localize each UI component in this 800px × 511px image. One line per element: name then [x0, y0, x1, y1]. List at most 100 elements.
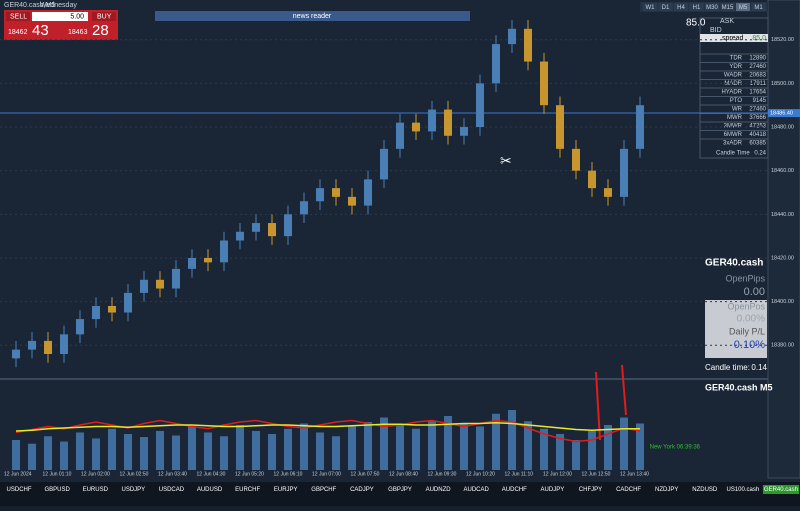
symbol-tab[interactable]: [686, 485, 723, 494]
symbol-tab[interactable]: [458, 485, 495, 494]
candle-body: [556, 105, 564, 149]
symbol-tab[interactable]: [343, 485, 380, 494]
symbol-tab-label: GBPUSD: [44, 487, 70, 493]
symbol-tab-label: GBPCHF: [311, 487, 336, 493]
buy-button[interactable]: [92, 12, 116, 21]
symbol-tab-label: AUDCAD: [464, 487, 490, 493]
timeframe-label: H1: [693, 5, 701, 11]
timeframe-label: H4: [677, 5, 685, 11]
buy-label: BUY: [97, 13, 112, 20]
ask-small: 28: [92, 22, 109, 39]
red-arrow: [595, 371, 601, 441]
stat-value: 17911: [750, 81, 767, 87]
timeframe-button[interactable]: [674, 3, 688, 11]
time-label: 12 Jun 03:40: [158, 471, 187, 477]
candle-body: [140, 279, 148, 293]
timeframe-button[interactable]: [736, 3, 750, 11]
time-label: 12 Jun 10:20: [466, 471, 495, 477]
indicator-bar: [428, 420, 436, 470]
stat-label: MADR: [724, 81, 742, 87]
symbol-tab[interactable]: [153, 485, 190, 494]
candle-body: [476, 83, 484, 128]
symbol-tab[interactable]: [1, 485, 38, 494]
pane-divider: [0, 378, 768, 380]
stat-label: 6MWR: [724, 132, 743, 138]
candle-time-label: Candle time:: [705, 363, 750, 372]
symbol-tab[interactable]: [572, 485, 609, 494]
indicator-bar: [620, 417, 628, 470]
time-label: 12 Jun 01:10: [43, 471, 72, 477]
open-pips: 0.00: [744, 286, 765, 298]
spread-big: 85.0: [686, 18, 706, 29]
symbol-tab[interactable]: [724, 485, 761, 494]
timeframe-button[interactable]: [705, 3, 719, 11]
symbol-tab[interactable]: [115, 485, 152, 494]
candle-body: [380, 148, 388, 180]
time-label: 12 Jun 04:30: [197, 471, 226, 477]
spread-value: 85.0: [752, 35, 766, 42]
symbol-tab[interactable]: [305, 485, 342, 494]
candle-body: [300, 201, 308, 215]
sell-button[interactable]: [6, 12, 30, 21]
timeframe-button[interactable]: [658, 3, 673, 11]
symbol-tab[interactable]: [420, 485, 457, 494]
open-pips-label: OpenPips: [725, 273, 765, 283]
candle-body: [188, 257, 196, 269]
symbol-tab[interactable]: [39, 485, 76, 494]
indicator-bar: [588, 431, 596, 470]
symbol-tab[interactable]: [496, 485, 533, 494]
timeframe-label: M5: [739, 5, 748, 11]
candle-body: [492, 44, 500, 84]
symbol-tab[interactable]: [229, 485, 266, 494]
candle-body: [236, 231, 244, 241]
stat-label: WADR: [724, 73, 743, 79]
symbol-tab-label: GER40.cash: [764, 487, 798, 493]
timeframe-label: M15: [722, 5, 734, 11]
symbol-tab-label: EURJPY: [274, 487, 298, 493]
candle-body: [348, 196, 356, 206]
symbol-tab[interactable]: [610, 485, 647, 494]
indicator-bar: [508, 410, 516, 470]
symbol-tab[interactable]: [648, 485, 685, 494]
indicator-bar: [492, 413, 500, 470]
timeframe-label: D1: [662, 5, 670, 11]
stat-value: 40418: [749, 132, 766, 138]
symbol-tab[interactable]: [381, 485, 419, 494]
candle-time-value: 0.24: [754, 151, 766, 157]
timeframe-button[interactable]: [751, 3, 766, 11]
indicator-bar: [300, 423, 308, 470]
open-pos: 0.00%: [737, 314, 765, 325]
lots-input[interactable]: [32, 12, 88, 21]
timeframe-button[interactable]: [689, 3, 704, 11]
symbol-tab[interactable]: [267, 485, 304, 494]
symbol-tab[interactable]: [534, 485, 571, 494]
candle-body: [60, 334, 68, 354]
scissors-icon: ✂: [500, 153, 512, 169]
symbol-tab[interactable]: [77, 485, 114, 494]
timeframe-button[interactable]: [643, 3, 657, 11]
candle-body: [316, 188, 324, 202]
symbol-tab[interactable]: [191, 485, 228, 494]
candle-body: [508, 28, 516, 45]
indicator-bar: [396, 425, 404, 470]
y-tick-label: 18400.00: [771, 299, 794, 305]
y-tick-label: 18420.00: [771, 255, 794, 261]
candle-body: [108, 305, 116, 313]
time-label: 12 Jun 07:00: [312, 471, 341, 477]
indicator-bar: [188, 426, 196, 470]
news-bar[interactable]: [155, 11, 470, 21]
indicator-bar: [220, 436, 228, 470]
bid-big: 18462: [8, 29, 28, 36]
symbol-tab[interactable]: [762, 485, 799, 494]
candle-body: [396, 122, 404, 149]
candle-body: [124, 292, 132, 313]
timeframe-button[interactable]: [720, 3, 735, 11]
stat-value: 37666: [749, 115, 766, 121]
candle-body: [364, 179, 372, 206]
indicator-title: GER40.cash M5: [705, 382, 773, 392]
indicator-bar: [156, 431, 164, 470]
stat-value: 9145: [753, 98, 767, 104]
stat-value: 27460: [749, 107, 766, 113]
